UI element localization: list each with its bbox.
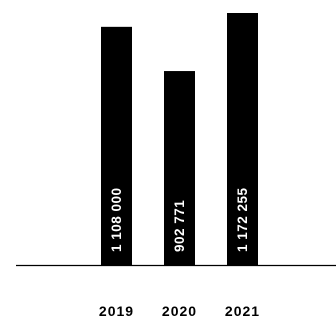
data-labels-layer: 1 108 000 902 771 1 172 255 <box>109 187 250 252</box>
x-tick-label-2020: 2020 <box>162 303 197 319</box>
data-label-2019: 1 108 000 <box>109 187 124 252</box>
data-label-2020: 902 771 <box>172 200 187 252</box>
bar-2021 <box>227 13 258 266</box>
data-label-2021: 1 172 255 <box>235 187 250 252</box>
bar-2020 <box>164 71 195 266</box>
bar-2019 <box>101 26 132 266</box>
x-tick-label-2019: 2019 <box>99 303 134 319</box>
bars-layer <box>101 13 258 266</box>
x-tick-label-2021: 2021 <box>225 303 260 319</box>
x-tick-labels-layer: 2019 2020 2021 <box>99 303 260 319</box>
